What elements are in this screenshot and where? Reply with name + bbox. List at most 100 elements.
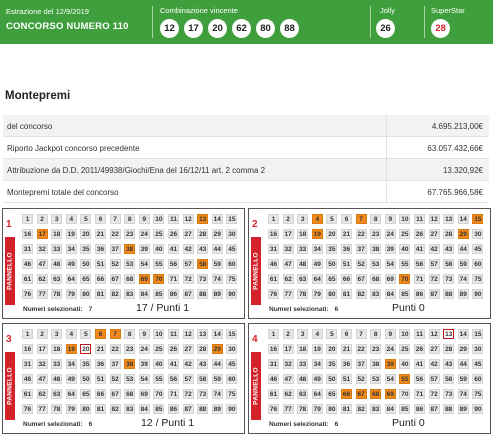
number-cell[interactable]: 80: [326, 289, 338, 299]
number-cell[interactable]: 52: [355, 374, 367, 384]
number-cell[interactable]: 67: [109, 389, 121, 399]
number-cell[interactable]: 21: [341, 229, 352, 239]
number-cell[interactable]: 89: [457, 404, 469, 414]
number-cell[interactable]: 79: [65, 289, 77, 299]
number-cell[interactable]: 81: [341, 404, 352, 414]
number-cell[interactable]: 73: [197, 389, 209, 399]
number-cell[interactable]: 43: [197, 359, 209, 369]
number-cell[interactable]: 48: [51, 374, 63, 384]
number-cell[interactable]: 36: [95, 244, 106, 254]
number-cell[interactable]: 18: [51, 344, 63, 354]
number-cell[interactable]: 4: [311, 214, 323, 224]
number-cell[interactable]: 41: [414, 359, 425, 369]
number-cell[interactable]: 67: [355, 274, 367, 284]
number-cell[interactable]: 42: [428, 359, 440, 369]
number-cell[interactable]: 33: [297, 359, 309, 369]
number-cell[interactable]: 1: [22, 329, 33, 339]
number-cell[interactable]: 73: [443, 274, 455, 284]
number-cell[interactable]: 89: [211, 404, 223, 414]
number-cell[interactable]: 53: [124, 374, 136, 384]
number-cell[interactable]: 2: [36, 329, 48, 339]
number-cell[interactable]: 5: [80, 214, 92, 224]
number-cell[interactable]: 49: [65, 259, 77, 269]
number-cell[interactable]: 22: [109, 344, 121, 354]
number-cell[interactable]: 85: [399, 289, 411, 299]
number-cell[interactable]: 56: [168, 259, 179, 269]
number-cell[interactable]: 82: [355, 289, 367, 299]
number-cell[interactable]: 39: [138, 359, 150, 369]
number-cell[interactable]: 34: [65, 359, 77, 369]
number-cell[interactable]: 30: [472, 229, 484, 239]
number-cell[interactable]: 55: [153, 374, 165, 384]
number-cell[interactable]: 87: [182, 289, 194, 299]
number-cell[interactable]: 90: [226, 404, 238, 414]
number-cell[interactable]: 27: [428, 344, 440, 354]
number-cell[interactable]: 6: [95, 329, 106, 339]
number-cell[interactable]: 83: [370, 289, 382, 299]
number-cell[interactable]: 12: [182, 329, 194, 339]
number-cell[interactable]: 72: [182, 274, 194, 284]
number-cell[interactable]: 24: [138, 344, 150, 354]
number-cell[interactable]: 72: [182, 389, 194, 399]
number-cell[interactable]: 57: [428, 259, 440, 269]
number-cell[interactable]: 86: [414, 404, 425, 414]
number-cell[interactable]: 35: [326, 359, 338, 369]
number-cell[interactable]: 85: [153, 404, 165, 414]
number-cell[interactable]: 35: [80, 244, 92, 254]
number-cell[interactable]: 29: [211, 229, 223, 239]
number-cell[interactable]: 83: [124, 289, 136, 299]
number-cell[interactable]: 79: [65, 404, 77, 414]
number-cell[interactable]: 44: [211, 359, 223, 369]
number-cell[interactable]: 67: [355, 389, 367, 399]
number-cell[interactable]: 50: [80, 374, 92, 384]
number-cell[interactable]: 86: [168, 289, 179, 299]
number-cell[interactable]: 20: [326, 229, 338, 239]
number-cell[interactable]: 78: [297, 289, 309, 299]
number-cell[interactable]: 27: [182, 344, 194, 354]
number-cell[interactable]: 9: [138, 214, 150, 224]
number-cell[interactable]: 76: [22, 289, 33, 299]
number-cell[interactable]: 57: [428, 374, 440, 384]
number-cell[interactable]: 72: [428, 274, 440, 284]
number-cell[interactable]: 32: [282, 244, 294, 254]
number-cell[interactable]: 26: [414, 229, 425, 239]
number-cell[interactable]: 78: [51, 289, 63, 299]
number-cell[interactable]: 37: [109, 244, 121, 254]
number-cell[interactable]: 21: [341, 344, 352, 354]
number-cell[interactable]: 66: [95, 389, 106, 399]
number-cell[interactable]: 90: [472, 404, 484, 414]
number-cell[interactable]: 58: [197, 259, 209, 269]
number-cell[interactable]: 24: [384, 229, 396, 239]
number-cell[interactable]: 47: [36, 259, 48, 269]
number-cell[interactable]: 84: [384, 289, 396, 299]
number-cell[interactable]: 79: [311, 404, 323, 414]
number-cell[interactable]: 30: [226, 229, 238, 239]
number-cell[interactable]: 88: [197, 289, 209, 299]
number-cell[interactable]: 37: [355, 359, 367, 369]
number-cell[interactable]: 66: [95, 274, 106, 284]
number-cell[interactable]: 68: [370, 274, 382, 284]
number-cell[interactable]: 58: [443, 259, 455, 269]
number-cell[interactable]: 30: [472, 344, 484, 354]
number-cell[interactable]: 62: [36, 389, 48, 399]
number-cell[interactable]: 45: [472, 359, 484, 369]
number-cell[interactable]: 4: [311, 329, 323, 339]
number-cell[interactable]: 15: [472, 329, 484, 339]
number-cell[interactable]: 60: [472, 374, 484, 384]
number-cell[interactable]: 29: [457, 229, 469, 239]
number-cell[interactable]: 20: [80, 344, 92, 354]
number-cell[interactable]: 76: [268, 289, 279, 299]
number-cell[interactable]: 74: [457, 274, 469, 284]
number-cell[interactable]: 27: [182, 229, 194, 239]
number-cell[interactable]: 49: [65, 374, 77, 384]
number-cell[interactable]: 88: [443, 289, 455, 299]
number-cell[interactable]: 62: [282, 389, 294, 399]
number-cell[interactable]: 48: [297, 259, 309, 269]
number-cell[interactable]: 40: [399, 359, 411, 369]
number-cell[interactable]: 50: [326, 374, 338, 384]
number-cell[interactable]: 53: [124, 259, 136, 269]
number-cell[interactable]: 80: [80, 404, 92, 414]
number-cell[interactable]: 61: [22, 389, 33, 399]
number-cell[interactable]: 36: [341, 359, 352, 369]
number-cell[interactable]: 3: [297, 214, 309, 224]
